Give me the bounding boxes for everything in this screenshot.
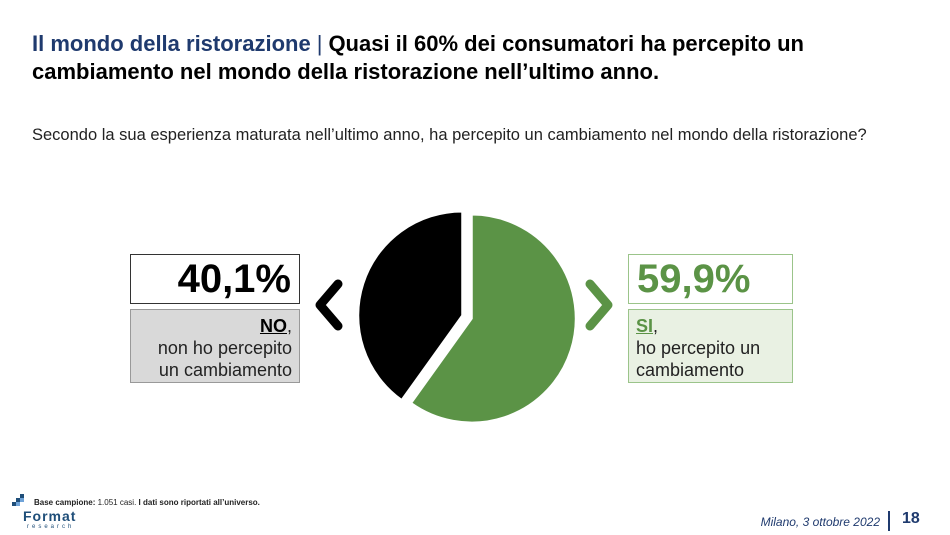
base-value: 1.051 casi. xyxy=(97,498,137,507)
page-number: 18 xyxy=(902,510,920,527)
si-line1: ho percepito un xyxy=(636,338,761,358)
pie-chart xyxy=(357,210,577,424)
title-separator: | xyxy=(316,31,323,56)
pie-slice-no xyxy=(357,210,464,402)
logo-subtitle: research xyxy=(27,524,75,530)
chevron-right-icon xyxy=(585,279,613,331)
no-line2: un cambiamento xyxy=(158,360,292,380)
logo-name: Format xyxy=(23,508,77,524)
slide-date: Milano, 3 ottobre 2022 xyxy=(760,515,880,529)
format-research-logo xyxy=(12,494,24,506)
no-key: NO xyxy=(259,316,287,336)
title-topic: Il mondo della ristorazione xyxy=(32,31,311,56)
si-key-suffix: , xyxy=(653,316,659,336)
sample-base-note: Base campione: 1.051 casi. I dati sono r… xyxy=(34,498,260,507)
title-headline: Quasi il 60% dei consumatori ha percepit… xyxy=(32,31,804,84)
si-key: SI xyxy=(636,316,654,336)
si-percent-box: 59,9% xyxy=(628,254,793,304)
base-label: Base campione: xyxy=(34,498,96,507)
si-line2: cambiamento xyxy=(636,360,745,380)
pie-slice-si xyxy=(409,213,577,424)
base-note: I dati sono riportati all’universo. xyxy=(138,498,260,507)
slide-title: Il mondo della ristorazione | Quasi il 60%… xyxy=(32,30,912,86)
no-description-box: NO, non ho percepito un cambiamento xyxy=(130,309,300,383)
no-line1: non ho percepito xyxy=(157,338,292,358)
survey-question: Secondo la sua esperienza maturata nell’… xyxy=(32,126,867,144)
si-description-box: SI, ho percepito un cambiamento xyxy=(628,309,793,383)
no-key-suffix: , xyxy=(286,316,292,336)
footer-divider xyxy=(888,511,890,531)
chevron-left-icon xyxy=(315,279,343,331)
no-percent-box: 40,1% xyxy=(130,254,300,304)
